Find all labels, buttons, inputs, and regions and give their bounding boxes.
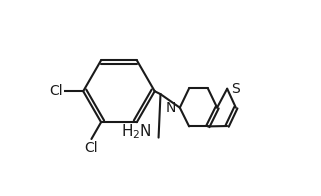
Text: H$_2$N: H$_2$N	[121, 123, 152, 142]
Text: N: N	[165, 101, 176, 115]
Text: Cl: Cl	[49, 84, 63, 98]
Text: Cl: Cl	[85, 141, 98, 155]
Text: S: S	[231, 82, 239, 96]
